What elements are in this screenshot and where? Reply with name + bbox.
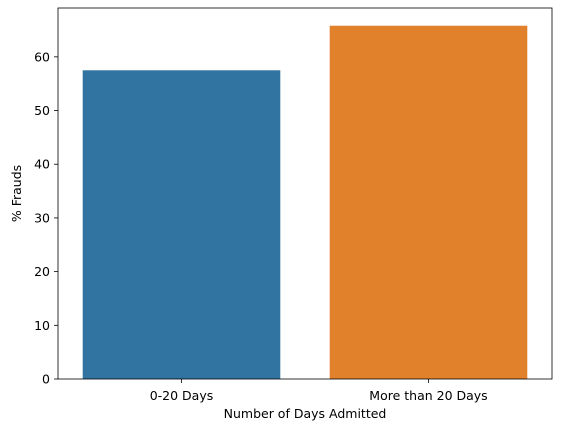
y-tick-label: 0 <box>42 372 50 387</box>
bars-group <box>82 25 528 379</box>
plot-frame <box>57 7 553 380</box>
y-tick-label: 40 <box>34 157 50 172</box>
y-tick-label: 10 <box>34 318 50 333</box>
x-axis-ticks: 0-20 Days More than 20 Days <box>150 379 488 403</box>
x-tick-label: More than 20 Days <box>369 388 487 403</box>
x-tick-label: 0-20 Days <box>150 388 214 403</box>
y-axis-label: % Frauds <box>9 165 24 222</box>
y-tick-label: 60 <box>34 49 50 64</box>
x-axis-label: Number of Days Admitted <box>224 406 387 421</box>
y-tick-label: 30 <box>34 210 50 225</box>
bar-0-20-days <box>82 70 281 379</box>
y-axis-ticks: 0 10 20 30 40 50 60 <box>34 49 58 387</box>
y-tick-label: 50 <box>34 103 50 118</box>
bar-more-than-20-days <box>329 25 528 379</box>
y-tick-label: 20 <box>34 264 50 279</box>
